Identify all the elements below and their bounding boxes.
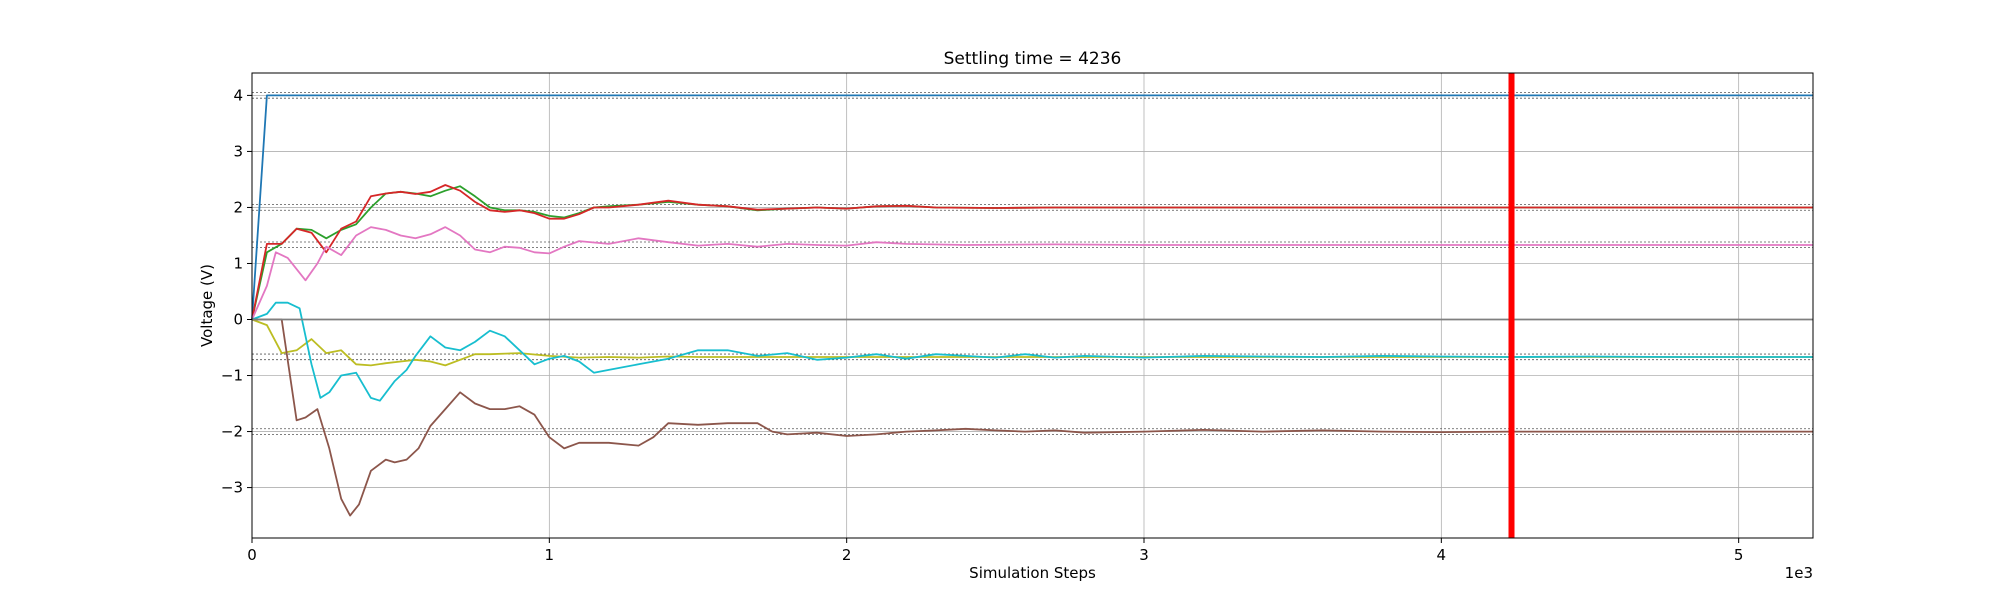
series-line-1 — [251, 94, 1813, 320]
grid — [251, 73, 1813, 538]
y-tick-label: 4 — [233, 86, 243, 104]
series-line-6 — [251, 301, 1813, 402]
x-axis-offset-text: 1e3 — [1785, 564, 1813, 582]
series-line-4 — [251, 226, 1813, 320]
x-tick-label: 5 — [1734, 546, 1744, 564]
x-tick-label: 2 — [842, 546, 852, 564]
y-axis-ticks: −3 −2 −1 0 1 2 3 4 — [221, 86, 252, 497]
y-axis-label: Voltage (V) — [198, 264, 216, 347]
x-axis-label: Simulation Steps — [969, 564, 1096, 582]
y-tick-label: 3 — [233, 142, 243, 160]
x-tick-label: 3 — [1139, 546, 1149, 564]
x-tick-label: 0 — [247, 546, 257, 564]
y-tick-label: −1 — [221, 367, 243, 385]
series-line-5 — [251, 318, 1813, 367]
x-tick-label: 4 — [1437, 546, 1447, 564]
y-tick-label: −3 — [221, 479, 243, 497]
y-tick-label: 0 — [233, 311, 243, 329]
series-line-7 — [252, 318, 1813, 517]
plot-frame — [251, 72, 1814, 539]
x-tick-label: 1 — [545, 546, 555, 564]
x-axis-ticks: 0 1 2 3 4 5 — [247, 538, 1743, 564]
y-tick-label: 1 — [233, 254, 243, 272]
series-line-2 — [251, 185, 1813, 320]
y-tick-label: 2 — [233, 198, 243, 216]
y-tick-label: −2 — [221, 423, 243, 441]
series-group — [251, 94, 1813, 517]
chart-title: Settling time = 4236 — [944, 49, 1122, 69]
series-line-3 — [251, 184, 1813, 320]
